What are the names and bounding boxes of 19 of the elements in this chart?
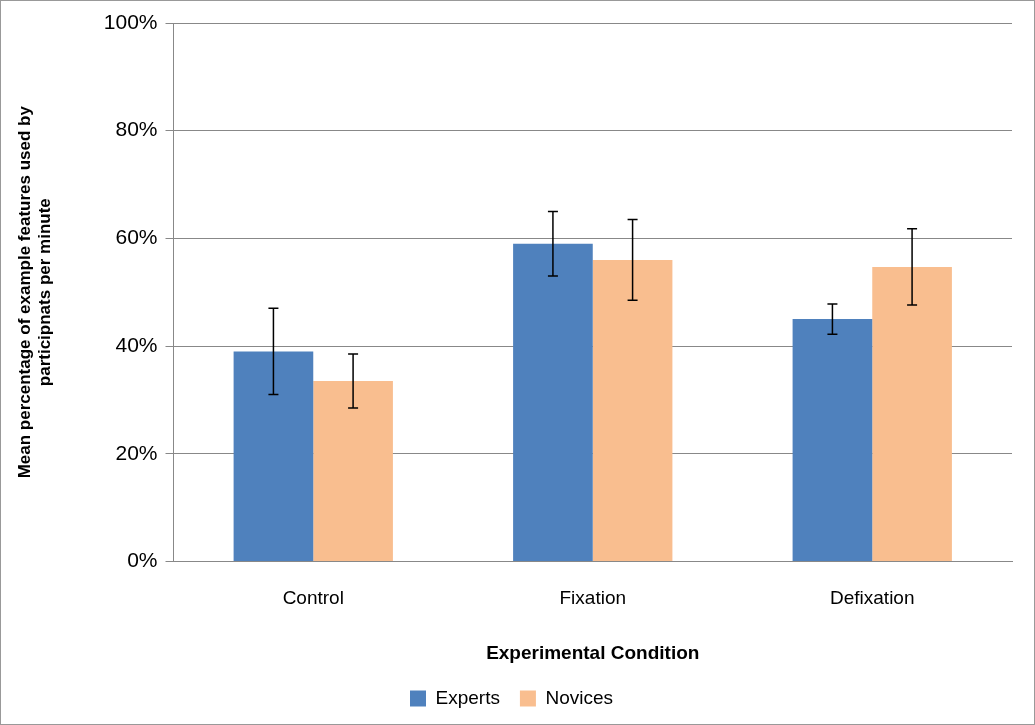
bar [792, 319, 873, 561]
y-tick-label: 0% [127, 548, 158, 572]
y-tick-label: 40% [115, 332, 158, 356]
y-tick-label: 20% [115, 440, 158, 464]
x-tick-label: Fixation [559, 587, 627, 609]
bar [872, 266, 952, 561]
y-axis-title: Mean percentage of example features used by participnats per minute [14, 105, 55, 479]
bar [513, 243, 593, 561]
x-tick-label: Defixation [830, 587, 915, 609]
y-tick-label: 100% [103, 9, 158, 33]
bar [313, 381, 393, 561]
bar [592, 259, 673, 561]
legend-label: Novices [545, 686, 613, 708]
x-tick-label: Control [282, 587, 344, 609]
y-tick-label: 60% [115, 225, 158, 249]
bar [233, 351, 314, 561]
legend-label: Experts [435, 686, 500, 708]
y-tick-label: 80% [115, 117, 158, 141]
x-axis-title: Experimental Condition [486, 641, 700, 663]
